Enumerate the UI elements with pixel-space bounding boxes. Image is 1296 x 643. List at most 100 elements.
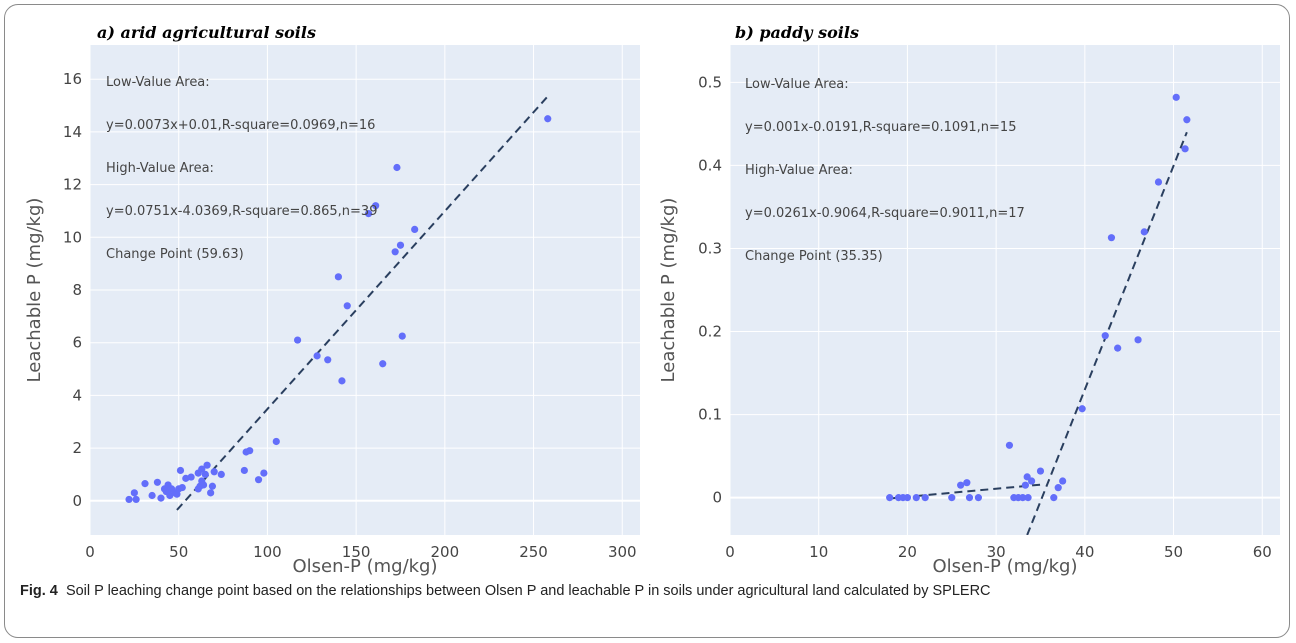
- data-point: [246, 447, 254, 455]
- x-tick-label: 0: [725, 543, 735, 561]
- data-point: [886, 494, 894, 502]
- y-tick-label: 2: [72, 439, 82, 457]
- data-point: [201, 470, 209, 479]
- data-point: [1005, 441, 1014, 449]
- data-point: [1172, 93, 1180, 101]
- data-point: [132, 495, 140, 504]
- data-point: [1154, 178, 1163, 186]
- data-point: [957, 481, 965, 489]
- y-tick-label: 16: [63, 70, 82, 88]
- data-point: [338, 377, 346, 385]
- y-tick-label: 10: [63, 228, 82, 246]
- annotation-text: y=0.001x-0.0191,R-square=0.1091,n=15: [745, 120, 1016, 135]
- data-point: [1181, 145, 1189, 153]
- data-point: [1050, 494, 1058, 502]
- data-point: [1101, 332, 1109, 340]
- y-tick-label: 0.5: [698, 73, 722, 91]
- x-tick-label: 20: [898, 543, 917, 561]
- data-point: [398, 332, 406, 340]
- annotation-text: Low-Value Area:: [745, 77, 849, 92]
- data-point: [948, 494, 956, 502]
- data-point: [921, 494, 929, 502]
- data-point: [411, 225, 419, 234]
- data-point: [1183, 116, 1191, 124]
- caption-text: Soil P leaching change point based on th…: [65, 583, 991, 599]
- data-point: [203, 461, 211, 469]
- data-point: [912, 494, 920, 502]
- y-tick-label: 0.1: [698, 406, 722, 424]
- data-point: [187, 473, 195, 481]
- data-point: [1078, 405, 1086, 413]
- x-tick-label: 50: [169, 543, 188, 561]
- data-point: [176, 466, 185, 475]
- data-point: [198, 465, 206, 473]
- data-point: [210, 468, 218, 476]
- data-point: [293, 336, 302, 344]
- x-axis-label: Olsen-P (mg/kg): [932, 556, 1077, 577]
- data-point: [1024, 494, 1032, 502]
- data-point: [199, 481, 208, 489]
- fit-line: [1026, 131, 1188, 535]
- data-point: [965, 494, 974, 502]
- data-point: [1059, 477, 1067, 485]
- data-point: [1019, 494, 1027, 502]
- data-point: [141, 480, 149, 488]
- y-tick-label: 0.3: [698, 239, 722, 257]
- x-tick-label: 200: [431, 543, 460, 561]
- caption-label: Fig. 4: [20, 583, 58, 599]
- figure-caption: Fig. 4 Soil P leaching change point base…: [20, 581, 1270, 602]
- annotation-text: Change Point (35.35): [745, 249, 883, 264]
- data-point: [393, 163, 401, 172]
- annotation-text: y=0.0261x-0.9064,R-square=0.9011,n=17: [745, 206, 1025, 221]
- data-point: [544, 115, 552, 123]
- data-point: [379, 360, 387, 368]
- data-point: [372, 202, 380, 210]
- y-axis-label: Leachable P (mg/kg): [658, 198, 679, 383]
- annotation-text: y=0.0073x+0.01,R-square=0.0969,n=16: [106, 118, 375, 133]
- data-point: [1114, 344, 1122, 352]
- annotation-text: Change Point (59.63): [106, 247, 244, 262]
- data-point: [1021, 481, 1030, 489]
- data-point: [334, 273, 342, 281]
- panel-title: b) paddy soils: [735, 23, 859, 42]
- y-tick-label: 6: [72, 334, 82, 352]
- data-point: [1140, 228, 1148, 236]
- y-tick-label: 0: [712, 489, 722, 507]
- panel-arid-soils: 0 50 100 150 200 250 300 0 2 4 6 8 10 12 14 16 a) arid a…: [24, 23, 640, 577]
- panel-title: a) arid agricultural soils: [97, 23, 316, 42]
- data-point: [396, 241, 405, 249]
- data-point: [391, 248, 399, 256]
- y-tick-label: 4: [72, 386, 82, 404]
- data-point: [178, 483, 186, 492]
- y-tick-label: 8: [72, 281, 82, 299]
- x-tick-label: 10: [809, 543, 828, 561]
- y-axis-label: Leachable P (mg/kg): [24, 198, 45, 383]
- plot-content: [125, 95, 552, 511]
- plot-area: [730, 45, 1280, 535]
- data-point: [963, 479, 971, 487]
- data-point: [1134, 336, 1142, 344]
- x-tick-label: 150: [342, 543, 371, 561]
- data-point: [207, 489, 215, 497]
- data-point: [324, 356, 332, 364]
- data-point: [130, 489, 138, 497]
- data-point: [313, 352, 321, 360]
- data-point: [1028, 477, 1036, 485]
- data-point: [240, 466, 248, 475]
- x-tick-label: 60: [1253, 543, 1272, 561]
- annotation-text: High-Value Area:: [106, 161, 214, 176]
- x-tick-label: 40: [1075, 543, 1094, 561]
- x-tick-label: 300: [608, 543, 637, 561]
- data-point: [974, 494, 982, 502]
- x-tick-label: 0: [85, 543, 95, 561]
- data-point: [166, 491, 174, 500]
- data-point: [217, 470, 225, 479]
- y-tick-label: 14: [63, 123, 82, 141]
- data-point: [208, 482, 217, 490]
- data-point: [148, 491, 156, 500]
- data-point: [343, 302, 351, 310]
- fit-line: [176, 95, 549, 511]
- data-point: [1107, 234, 1116, 242]
- data-point: [903, 494, 912, 502]
